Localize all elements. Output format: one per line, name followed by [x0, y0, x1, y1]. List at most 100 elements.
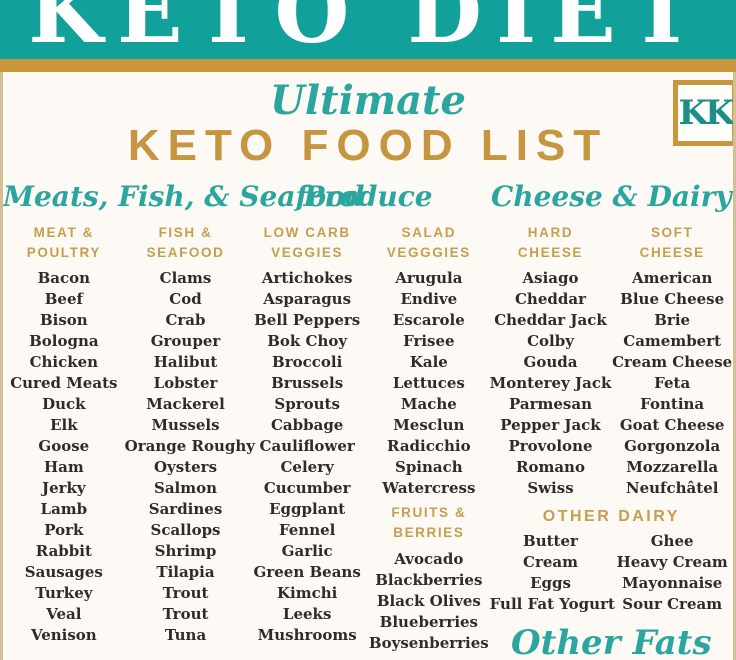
- top-banner: KETO DIET: [0, 0, 736, 59]
- list-item: Goat Cheese: [619, 416, 725, 435]
- list-item: Trout: [162, 605, 209, 624]
- list-item: Broccoli: [272, 353, 343, 372]
- list-item: American: [631, 269, 713, 288]
- list-item: Garlic: [281, 542, 333, 561]
- list-item: Gouda: [523, 353, 578, 372]
- content-area: KK Ultimate KETO FOOD LIST Meats, Fish, …: [0, 72, 736, 660]
- column-low-carb-veggies: LOW CARB VEGGIES Artichokes Asparagus Bell…: [246, 214, 368, 654]
- list-item: Ghee: [650, 532, 694, 551]
- banner-title: KETO DIET: [28, 0, 708, 59]
- kk-logo-text: KK: [678, 93, 733, 133]
- food-list-other-dairy-right: Ghee Heavy Cream Mayonnaise Sour Cream: [611, 531, 733, 615]
- sections-row: Meats, Fish, & Seafood MEAT & POULTRY Ba…: [3, 180, 733, 660]
- list-item: Oysters: [153, 458, 218, 477]
- list-item: Full Fat Yogurt: [489, 595, 615, 614]
- section-title-cheese-dairy: Cheese & Dairy: [490, 180, 732, 213]
- list-item: Cheddar Jack: [494, 311, 607, 330]
- column-pair-cheese: HARD CHEESE Asiago Cheddar Cheddar Jack Col…: [490, 214, 733, 500]
- list-item: Kale: [409, 353, 448, 372]
- column-header-soft-cheese: SOFT CHEESE: [639, 224, 705, 260]
- list-item: Blue Cheese: [620, 290, 725, 309]
- list-item: Mozzarella: [626, 458, 719, 477]
- list-item: Cabbage: [270, 416, 344, 435]
- list-item: Mushrooms: [257, 626, 357, 645]
- list-item: Salmon: [153, 479, 218, 498]
- column-pair-meats: MEAT & POULTRY Bacon Beef Bison Bologna Chic…: [3, 214, 256, 647]
- column-header-low-carb-veggies: LOW CARB VEGGIES: [263, 224, 351, 260]
- food-list-fish-seafood: Clams Cod Crab Grouper Halibut Lobster Mackere…: [124, 268, 256, 646]
- list-item: Artichokes: [261, 269, 353, 288]
- list-item: Orange Roughy: [124, 437, 256, 456]
- list-item: Romano: [516, 458, 585, 477]
- list-item: Bison: [39, 311, 88, 330]
- list-item: Brie: [654, 311, 691, 330]
- list-item: Asiago: [522, 269, 579, 288]
- list-item: Chicken: [29, 353, 99, 372]
- list-item: Cheddar: [514, 290, 586, 309]
- list-item: Bell Peppers: [254, 311, 361, 330]
- list-item: Eggplant: [269, 500, 346, 519]
- list-item: Green Beans: [253, 563, 361, 582]
- column-header-salad-veggies: SALAD VEGGGIES: [386, 224, 471, 260]
- kk-logo: KK: [673, 80, 733, 146]
- section-title-produce: Produce: [303, 180, 433, 213]
- list-item: Lettuces: [392, 374, 465, 393]
- food-list-fruits-berries: Avocado Blackberries Black Olives Blueberri…: [368, 549, 490, 654]
- list-item: Shrimp: [154, 542, 217, 561]
- list-item: Escarole: [392, 311, 465, 330]
- list-item: Feta: [654, 374, 691, 393]
- column-header-fish-seafood: FISH & SEAFOOD: [146, 224, 225, 260]
- list-item: Colby: [527, 332, 574, 351]
- list-item: Provolone: [508, 437, 593, 456]
- section-title-other-fats: Other Fats: [511, 623, 712, 660]
- list-item: Fontina: [640, 395, 705, 414]
- list-item: Cream Cheese: [612, 353, 733, 372]
- section-meats-fish-seafood: Meats, Fish, & Seafood MEAT & POULTRY Ba…: [3, 180, 364, 660]
- list-item: Lamb: [40, 500, 88, 519]
- list-item: Mayonnaise: [622, 574, 723, 593]
- column-pair-produce: LOW CARB VEGGIES Artichokes Asparagus Bell…: [246, 214, 489, 654]
- column-salad-veggies: SALAD VEGGGIES Arugula Endive Escarole Fris…: [368, 214, 490, 654]
- list-item: Duck: [42, 395, 86, 414]
- list-item: Blackberries: [375, 570, 483, 589]
- column-header-hard-cheese: HARD CHEESE: [517, 224, 584, 260]
- food-list-other-dairy-left: Butter Cream Eggs Full Fat Yogurt: [489, 531, 615, 615]
- list-item: Bok Choy: [267, 332, 348, 351]
- column-soft-cheese: SOFT CHEESE American Blue Cheese Brie Camem…: [611, 214, 733, 500]
- list-item: Scallops: [150, 521, 221, 540]
- list-item: Elk: [50, 416, 78, 435]
- page-title: KETO FOOD LIST: [127, 121, 609, 170]
- list-item: Veal: [46, 605, 82, 624]
- list-item: Blueberries: [379, 612, 479, 631]
- food-list-salad-veggies: Arugula Endive Escarole Frisee Kale Lettuces M…: [368, 268, 490, 499]
- list-item: Sprouts: [274, 395, 340, 414]
- list-item: Brussels: [271, 374, 344, 393]
- other-dairy-columns: Butter Cream Eggs Full Fat Yogurt Ghee Heavy…: [490, 531, 733, 615]
- list-item: Parmesan: [509, 395, 592, 414]
- list-item: Pepper Jack: [500, 416, 601, 435]
- list-item: Arugula: [395, 269, 463, 288]
- list-item: Tilapia: [156, 563, 215, 582]
- column-hard-cheese: HARD CHEESE Asiago Cheddar Cheddar Jack Col…: [490, 214, 612, 500]
- list-item: Crab: [165, 311, 206, 330]
- column-other-dairy-left: Butter Cream Eggs Full Fat Yogurt: [489, 531, 615, 615]
- gold-divider-bar: [0, 59, 736, 72]
- list-item: Kimchi: [276, 584, 338, 603]
- section-cheese-dairy: Cheese & Dairy HARD CHEESE Asiago Cheddar…: [490, 180, 733, 660]
- other-dairy-header: OTHER DAIRY: [542, 508, 680, 526]
- list-item: Neufchâtel: [625, 479, 719, 498]
- column-meat-poultry: MEAT & POULTRY Bacon Beef Bison Bologna Chic…: [3, 214, 125, 647]
- list-item: Eggs: [530, 574, 571, 593]
- list-item: Sour Cream: [622, 595, 723, 614]
- column-other-dairy-right: Ghee Heavy Cream Mayonnaise Sour Cream: [611, 531, 733, 615]
- list-item: Black Olives: [376, 591, 481, 610]
- list-item: Rabbit: [35, 542, 92, 561]
- list-item: Mache: [400, 395, 457, 414]
- column-header-fruits-berries: FRUITS & BERRIES: [391, 505, 467, 541]
- list-item: Spinach: [394, 458, 463, 477]
- column-header-meat-poultry: MEAT & POULTRY: [26, 224, 101, 260]
- list-item: Sausages: [24, 563, 103, 582]
- list-item: Boysenberries: [368, 633, 489, 652]
- list-item: Cucumber: [263, 479, 351, 498]
